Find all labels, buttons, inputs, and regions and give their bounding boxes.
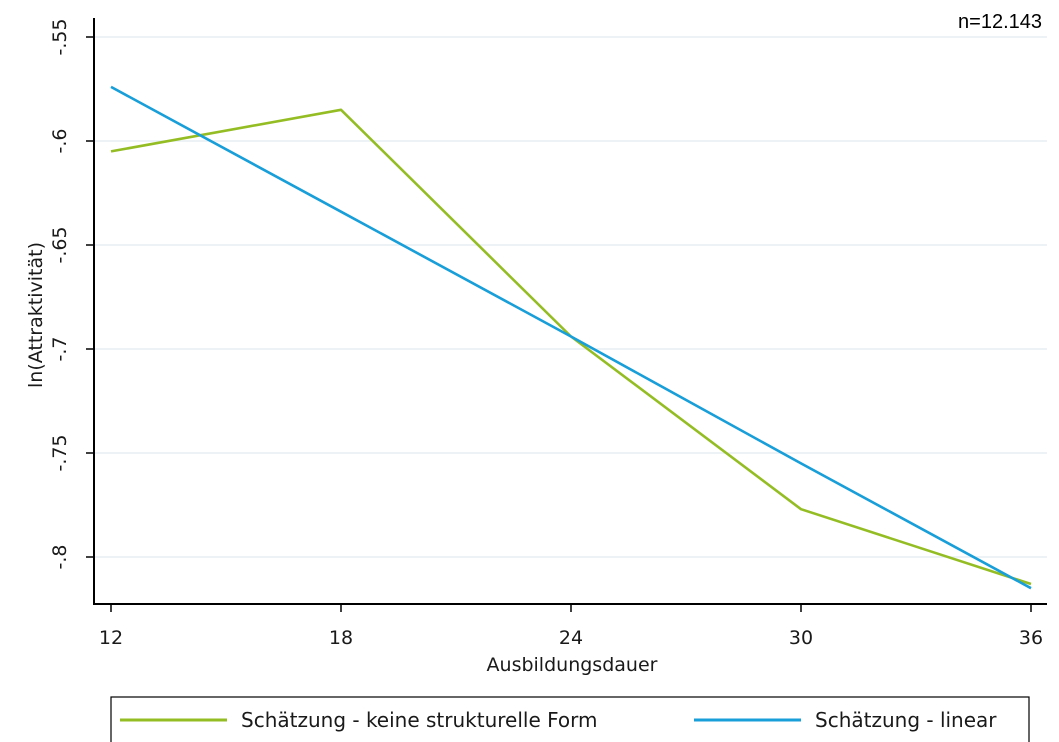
- legend-item: Schätzung - linear: [694, 708, 997, 732]
- y-tick-label: -.75: [49, 434, 71, 471]
- legend-items: Schätzung - keine strukturelle Form Schät…: [120, 708, 997, 732]
- y-tick-label: -.6: [49, 129, 71, 154]
- y-tick-label: -.55: [49, 18, 71, 55]
- gridlines: [95, 36, 1047, 558]
- legend-label: Schätzung - keine strukturelle Form: [241, 708, 598, 732]
- x-tick-label: 30: [789, 627, 813, 649]
- y-tick-label: -.65: [49, 226, 71, 263]
- x-axis-ticks: 12 18 24 30 36: [99, 604, 1043, 649]
- x-tick-label: 18: [329, 627, 353, 649]
- y-tick-label: -.8: [49, 545, 71, 570]
- legend-item: Schätzung - keine strukturelle Form: [120, 708, 598, 732]
- x-tick-label: 24: [559, 627, 583, 649]
- series-line-linear: [110, 85, 1032, 590]
- y-axis-ticks: -.55 -.6 -.65 -.7 -.75 -.8: [49, 18, 94, 569]
- x-axis-title: Ausbildungsdauer: [487, 654, 658, 676]
- y-tick-label: -.7: [49, 337, 71, 362]
- legend: Schätzung - keine strukturelle Form Schät…: [110, 696, 1030, 742]
- legend-label: Schätzung - linear: [815, 708, 997, 732]
- sample-size-note: n=12.143: [958, 11, 1042, 33]
- series-lines: [110, 85, 1032, 590]
- x-tick-label: 12: [99, 627, 123, 649]
- axes: [93, 18, 1047, 605]
- y-axis-title: ln(Attraktivität): [25, 242, 47, 388]
- x-tick-label: 36: [1019, 627, 1043, 649]
- legend-box: [110, 696, 1030, 742]
